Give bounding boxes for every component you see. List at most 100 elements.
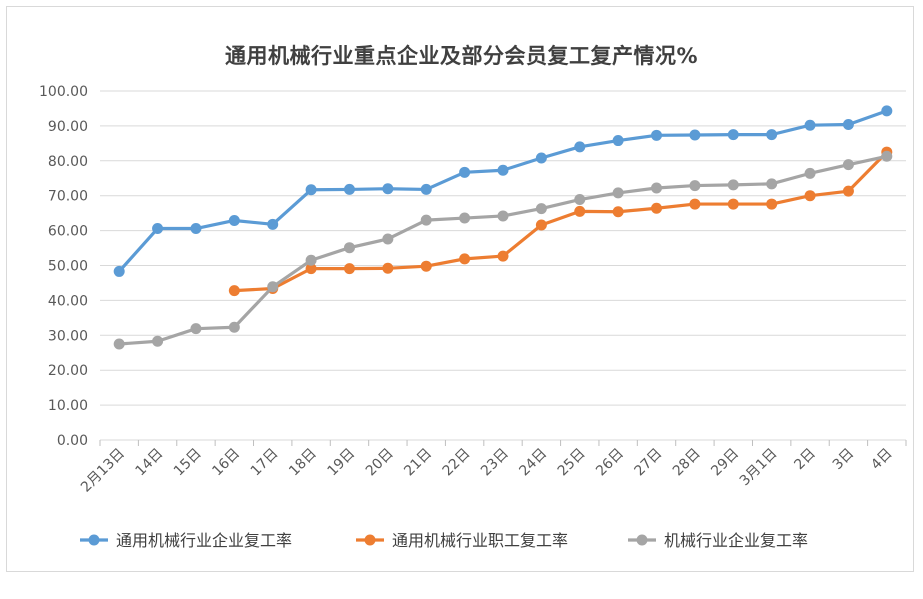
y-tick-label: 30.00 bbox=[48, 328, 88, 344]
data-point bbox=[343, 183, 355, 195]
x-tick-label: 28日 bbox=[670, 446, 704, 480]
x-tick-label: 25日 bbox=[555, 446, 589, 480]
x-tick-label: 3月1日 bbox=[737, 446, 781, 490]
data-point bbox=[228, 285, 240, 297]
data-point bbox=[727, 198, 739, 210]
x-tick-label: 3日 bbox=[830, 446, 858, 474]
data-point bbox=[497, 164, 509, 176]
data-point bbox=[727, 129, 739, 141]
chart-title: 通用机械行业重点企业及部分会员复工复产情况% bbox=[224, 44, 699, 68]
data-point bbox=[574, 205, 586, 217]
data-point bbox=[497, 210, 509, 222]
legend: 通用机械行业企业复工率 通用机械行业职工复工率 机械行业企业复工率 bbox=[80, 531, 808, 550]
data-point bbox=[113, 265, 125, 277]
x-tick-label: 29日 bbox=[708, 446, 742, 480]
data-point bbox=[267, 281, 279, 293]
data-point bbox=[382, 262, 394, 274]
series-1 bbox=[113, 105, 893, 277]
series-line bbox=[234, 150, 888, 293]
data-point bbox=[305, 263, 317, 275]
data-point bbox=[612, 187, 624, 199]
legend-marker bbox=[88, 534, 100, 546]
data-point bbox=[842, 159, 854, 171]
data-point bbox=[382, 233, 394, 245]
data-point bbox=[842, 119, 854, 131]
data-point bbox=[113, 338, 125, 350]
data-point bbox=[881, 150, 893, 162]
data-point bbox=[343, 263, 355, 275]
data-point bbox=[804, 167, 816, 179]
y-tick-label: 20.00 bbox=[48, 363, 88, 379]
data-point bbox=[574, 194, 586, 206]
data-point bbox=[727, 179, 739, 191]
y-tick-label: 0.00 bbox=[57, 433, 88, 449]
data-point bbox=[574, 141, 586, 153]
data-point bbox=[228, 214, 240, 226]
data-point bbox=[842, 185, 854, 197]
x-tick-label: 17日 bbox=[248, 446, 282, 480]
y-tick-label: 10.00 bbox=[48, 398, 88, 414]
data-point bbox=[881, 105, 893, 117]
x-tick-label: 19日 bbox=[324, 446, 358, 480]
x-tick-label: 26日 bbox=[593, 446, 627, 480]
data-point bbox=[651, 182, 663, 194]
y-tick-label: 80.00 bbox=[48, 154, 88, 170]
data-point bbox=[766, 178, 778, 190]
data-point bbox=[689, 180, 701, 192]
data-point bbox=[382, 183, 394, 195]
data-point bbox=[651, 202, 663, 214]
data-point bbox=[152, 335, 164, 347]
x-tick-label: 2日 bbox=[791, 446, 819, 474]
legend-label: 通用机械行业职工复工率 bbox=[392, 531, 568, 550]
data-point bbox=[766, 129, 778, 141]
x-axis: 2月13日 14日 15日 16日 17日 18日 19日 20日 21日 22日 23日 24日 25… bbox=[78, 440, 907, 496]
x-tick-label: 22日 bbox=[440, 446, 474, 480]
data-point bbox=[190, 223, 202, 235]
legend-label: 通用机械行业企业复工率 bbox=[116, 531, 292, 550]
legend-marker bbox=[364, 534, 376, 546]
series-3 bbox=[113, 150, 893, 350]
y-tick-label: 100.00 bbox=[39, 84, 88, 100]
series-layer bbox=[113, 105, 893, 350]
data-point bbox=[612, 206, 624, 218]
data-point bbox=[190, 323, 202, 335]
x-tick-label: 20日 bbox=[363, 446, 397, 480]
data-point bbox=[804, 190, 816, 202]
x-tick-label: 14日 bbox=[133, 446, 167, 480]
data-point bbox=[651, 129, 663, 141]
data-point bbox=[535, 152, 547, 164]
x-tick-label: 24日 bbox=[516, 446, 550, 480]
data-point bbox=[305, 184, 317, 196]
x-tick-label: 23日 bbox=[478, 446, 512, 480]
data-point bbox=[305, 254, 317, 266]
data-point bbox=[459, 212, 471, 224]
data-point bbox=[152, 223, 164, 235]
legend-label: 机械行业企业复工率 bbox=[664, 531, 808, 550]
data-point bbox=[420, 214, 432, 226]
data-point bbox=[689, 198, 701, 210]
y-tick-label: 50.00 bbox=[48, 259, 88, 275]
data-point bbox=[766, 198, 778, 210]
x-tick-label: 18日 bbox=[286, 446, 320, 480]
y-axis-labels: 0.00 10.00 20.00 30.00 40.00 50.00 60.00 70.00 8… bbox=[39, 84, 88, 449]
data-point bbox=[535, 219, 547, 231]
y-tick-label: 40.00 bbox=[48, 293, 88, 309]
data-point bbox=[343, 242, 355, 254]
x-tick-label: 21日 bbox=[401, 446, 435, 480]
data-point bbox=[420, 183, 432, 195]
data-point bbox=[459, 166, 471, 178]
data-point bbox=[420, 260, 432, 272]
data-point bbox=[689, 129, 701, 141]
data-point bbox=[535, 203, 547, 215]
y-tick-label: 60.00 bbox=[48, 224, 88, 240]
chart-frame bbox=[6, 6, 914, 572]
x-tick-label: 2月13日 bbox=[78, 446, 128, 496]
data-point bbox=[612, 135, 624, 147]
series-2 bbox=[228, 146, 893, 297]
y-tick-label: 70.00 bbox=[48, 189, 88, 205]
legend-marker bbox=[636, 534, 648, 546]
gridlines bbox=[100, 90, 906, 441]
data-point bbox=[497, 250, 509, 262]
x-tick-label: 4日 bbox=[868, 446, 896, 474]
x-tick-label: 15日 bbox=[171, 446, 205, 480]
